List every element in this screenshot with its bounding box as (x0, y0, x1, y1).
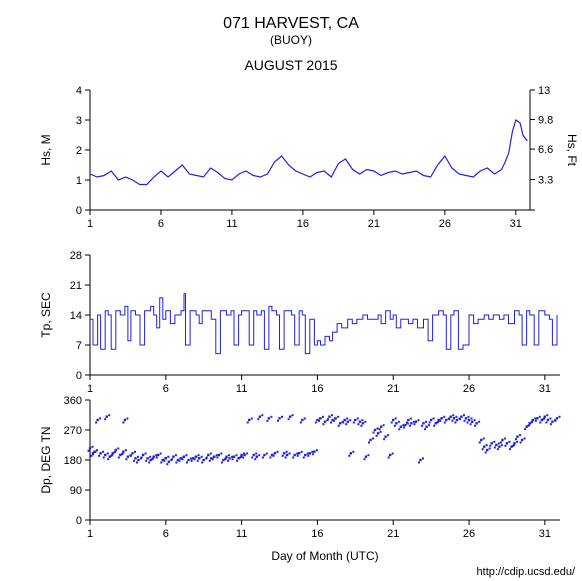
xtick-label: 6 (158, 218, 164, 230)
ytick-label: 2 (76, 145, 82, 157)
xtick-label: 26 (463, 528, 475, 540)
xtick-label: 11 (236, 528, 247, 540)
xtick-label: 1 (87, 528, 93, 540)
ytick-label: 270 (64, 425, 82, 437)
title-main: 071 HARVEST, CA (223, 15, 359, 32)
panel3-ylabel-left: Dp, DEG TN (39, 426, 53, 493)
panel1-series (90, 120, 527, 185)
xtick-label: 16 (311, 383, 323, 395)
ytick-label: 0 (76, 515, 82, 527)
ytick-label-right: 3.3 (538, 175, 553, 187)
xtick-label: 16 (311, 528, 323, 540)
title-period: AUGUST 2015 (244, 57, 337, 73)
ytick-label: 1 (76, 175, 82, 187)
ytick-label: 7 (76, 340, 82, 352)
xtick-label: 6 (163, 383, 169, 395)
xtick-label: 11 (236, 383, 247, 395)
ytick-label: 90 (70, 485, 82, 497)
ytick-label: 0 (76, 370, 82, 382)
title-sub: (BUOY) (270, 33, 312, 47)
xtick-label: 1 (87, 383, 93, 395)
ytick-label: 180 (64, 455, 82, 467)
xtick-label: 6 (163, 528, 169, 540)
ytick-label-right: 9.8 (538, 115, 553, 127)
xtick-label: 31 (510, 218, 522, 230)
ytick-label: 0 (76, 205, 82, 217)
xtick-label: 16 (297, 218, 309, 230)
ytick-label: 28 (70, 250, 82, 262)
ytick-label: 4 (76, 85, 82, 97)
xtick-label: 21 (387, 528, 399, 540)
chart-svg: 071 HARVEST, CA(BUOY)AUGUST 201516111621… (0, 0, 582, 581)
ytick-label-right: 13 (538, 85, 550, 97)
xtick-label: 31 (539, 528, 551, 540)
xtick-label: 26 (439, 218, 451, 230)
ytick-label-right: 6.6 (538, 144, 553, 156)
xaxis-label: Day of Month (UTC) (271, 549, 378, 563)
panel3-series (88, 414, 561, 465)
xtick-label: 21 (387, 383, 399, 395)
ytick-label: 14 (70, 310, 82, 322)
xtick-label: 26 (463, 383, 475, 395)
panel2-series (90, 294, 557, 354)
chart-stage: 071 HARVEST, CA(BUOY)AUGUST 201516111621… (0, 0, 582, 581)
xtick-label: 11 (226, 218, 237, 230)
panel1-ylabel-left: Hs, M (39, 134, 53, 165)
panel1-ylabel-right: Hs, Ft (565, 134, 579, 167)
ytick-label: 3 (76, 115, 82, 127)
xtick-label: 31 (539, 383, 551, 395)
ytick-label: 360 (64, 395, 82, 407)
footer-credit: http://cdip.ucsd.edu/ (477, 566, 576, 578)
panel2-ylabel-left: Tp, SEC (39, 292, 53, 338)
xtick-label: 21 (368, 218, 380, 230)
xtick-label: 1 (87, 218, 93, 230)
ytick-label: 21 (70, 280, 82, 292)
